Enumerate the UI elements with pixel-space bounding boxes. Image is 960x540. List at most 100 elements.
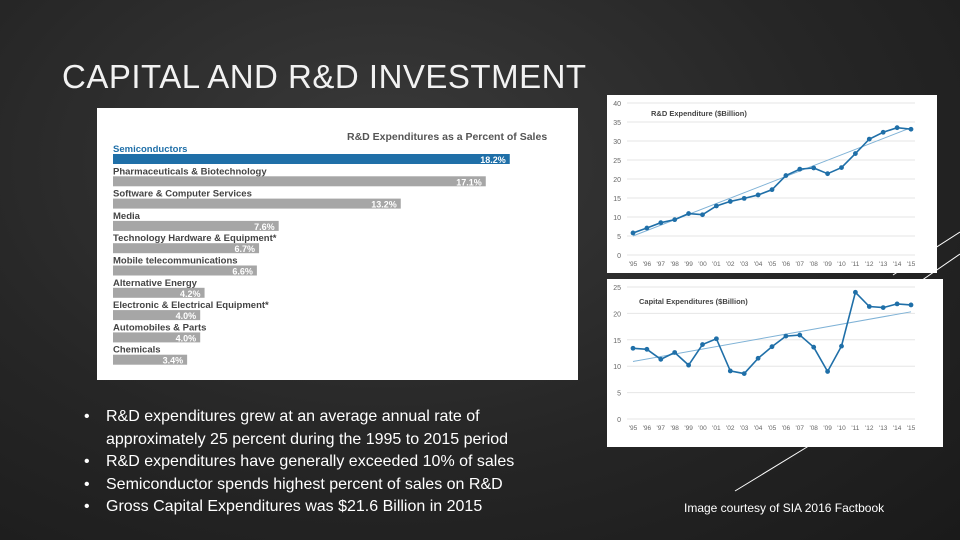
bar [113, 265, 257, 276]
x-tick-label: '00 [698, 261, 707, 268]
x-tick-label: '04 [754, 261, 763, 268]
category-label: Mobile telecommunications [113, 256, 238, 267]
x-tick-label: '03 [740, 425, 749, 432]
bar [113, 176, 486, 187]
x-tick-label: '10 [837, 261, 846, 268]
data-point [866, 304, 872, 309]
capex-chart: 0 5 10 15 20 25 Capital Expenditures ($Billion… [613, 285, 916, 432]
trend-line [632, 311, 912, 362]
x-tick-label: '06 [782, 261, 791, 268]
data-point [686, 211, 691, 216]
data-point [839, 165, 844, 170]
y-tick-label: 35 [613, 120, 621, 127]
x-tick-label: '07 [796, 425, 805, 432]
y-tick-label: 5 [617, 234, 621, 241]
rd-expenditure-panel: 0 5 10 15 20 25 30 35 40 R&D Expenditure ($Billio… [607, 95, 937, 273]
chart-title: Capital Expenditures ($Billion) [639, 297, 748, 306]
bar [113, 220, 279, 231]
y-tick-label: 20 [613, 311, 621, 318]
x-tick-label: '95 [629, 261, 638, 268]
data-point [769, 187, 775, 193]
category-label: Technology Hardware & Equipment* [113, 233, 277, 244]
data-point [853, 151, 858, 156]
data-point [811, 165, 817, 171]
x-tick-label: '97 [657, 425, 666, 432]
x-tick-label: '14 [893, 425, 902, 432]
data-point [866, 136, 872, 142]
data-point [727, 199, 733, 204]
x-tick-label: '10 [837, 425, 846, 432]
data-point [700, 342, 705, 347]
y-tick-label: 10 [613, 364, 621, 371]
bullet-item: R&D expenditures grew at an average annu… [82, 406, 582, 451]
x-tick-label: '99 [684, 261, 693, 268]
data-point [839, 343, 844, 349]
data-point [853, 289, 858, 295]
bar-value-label: 13.2% [371, 200, 397, 210]
bar [113, 287, 205, 298]
data-point [644, 346, 650, 352]
x-tick-label: '97 [657, 261, 666, 268]
data-point [714, 203, 719, 209]
data-point [769, 344, 775, 350]
category-label: Media [113, 211, 141, 222]
data-point [797, 166, 803, 172]
category-label: Semiconductors [113, 144, 187, 155]
bar [113, 354, 188, 365]
y-tick-label: 15 [613, 338, 621, 345]
y-tick-label: 25 [613, 285, 621, 292]
category-label: Software & Computer Services [113, 189, 252, 200]
data-point [644, 225, 650, 231]
data-point [672, 350, 678, 355]
x-tick-label: '00 [698, 425, 707, 432]
x-tick-label: '05 [768, 261, 777, 268]
x-tick-label: '11 [851, 261, 859, 268]
bar [113, 154, 510, 164]
x-tick-label: '11 [851, 425, 859, 432]
x-tick-label: '02 [726, 261, 735, 268]
bar-value-label: 4.2% [180, 289, 201, 299]
data-point [825, 171, 830, 177]
capex-panel: 0 5 10 15 20 25 Capital Expenditures ($Billion… [607, 279, 943, 447]
x-tick-label: '12 [865, 425, 874, 432]
data-point [755, 192, 761, 198]
x-tick-label: '04 [754, 425, 763, 432]
x-tick-label: '99 [684, 425, 693, 432]
bar-value-label: 3.4% [163, 356, 184, 366]
bullet-item: Semiconductor spends highest percent of … [82, 474, 582, 497]
rd-percent-sales-chart: R&D Expenditures as a Percent of Sales Se… [113, 131, 547, 366]
data-point [908, 302, 914, 308]
x-tick-label: '09 [823, 261, 832, 268]
data-point [825, 369, 830, 374]
y-tick-label: 40 [613, 101, 621, 108]
data-point [700, 212, 705, 218]
y-tick-label: 20 [613, 177, 621, 184]
bullet-item: Gross Capital Expenditures was $21.6 Bil… [82, 496, 582, 519]
data-point [894, 301, 900, 307]
x-tick-label: '98 [670, 425, 679, 432]
data-point [894, 125, 900, 131]
data-point [727, 368, 733, 374]
data-point [797, 332, 803, 338]
bar [113, 198, 401, 209]
bar [113, 332, 201, 343]
bar-value-label: 7.6% [254, 222, 275, 232]
data-point [811, 344, 817, 350]
x-tick-label: '13 [879, 261, 888, 268]
x-tick-label: '15 [907, 425, 916, 432]
data-point [658, 220, 664, 226]
x-tick-label: '01 [712, 261, 721, 268]
y-tick-label: 0 [617, 417, 621, 424]
x-tick-label: '12 [865, 261, 874, 268]
bullet-item: R&D expenditures have generally exceeded… [82, 451, 582, 474]
x-tick-label: '15 [907, 261, 916, 268]
data-point [658, 356, 664, 362]
y-tick-label: 15 [613, 196, 621, 203]
x-tick-label: '01 [712, 425, 721, 432]
data-point [908, 126, 914, 132]
data-point [741, 371, 747, 376]
x-tick-label: '07 [796, 261, 805, 268]
x-tick-label: '08 [809, 425, 818, 432]
slide-title: CAPITAL AND R&D INVESTMENT [62, 58, 587, 95]
rd-expenditure-chart: 0 5 10 15 20 25 30 35 40 R&D Expenditure ($Billio… [613, 101, 916, 268]
